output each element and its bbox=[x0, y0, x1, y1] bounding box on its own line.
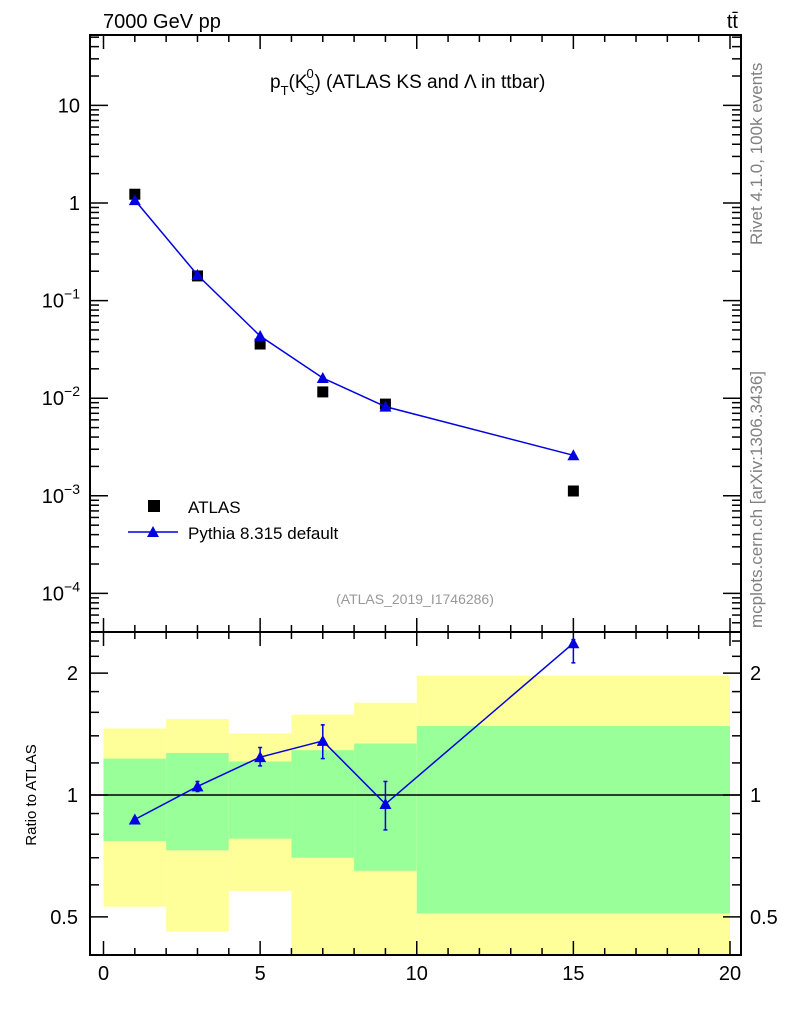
data-marks bbox=[128, 188, 580, 831]
y-tick-label: 10−4 bbox=[42, 578, 80, 605]
ratio-data-point bbox=[567, 637, 580, 649]
pythia-data-point bbox=[379, 400, 392, 412]
axes: 0 5 10 15 20 10 1 10−1 10−2 10−3 10−4 2 2 1 1 0.5 0.5 bbox=[42, 34, 778, 985]
pythia-line bbox=[134, 199, 574, 457]
pythia-data-point bbox=[128, 194, 141, 206]
atlas-data-point bbox=[254, 338, 266, 350]
ratio-data-point bbox=[128, 813, 141, 825]
legend-label-pythia: Pythia 8.315 default bbox=[188, 524, 339, 543]
ratio-y-tick-label-right: 0.5 bbox=[750, 907, 778, 929]
ratio-data-point bbox=[254, 751, 267, 763]
legend-marker-atlas bbox=[148, 500, 160, 512]
y-tick-label: 1 bbox=[69, 193, 80, 215]
x-tick-label: 20 bbox=[719, 963, 741, 985]
x-tick-label: 0 bbox=[98, 963, 109, 985]
plot-title: pT(K0 S) (ATLAS KS and Λ in ttbar) bbox=[270, 66, 545, 98]
rivet-label: Rivet 4.1.0, 100k events bbox=[747, 63, 766, 245]
analysis-id: (ATLAS_2019_I1746286) bbox=[336, 591, 494, 607]
legend-marker-pythia bbox=[147, 526, 159, 537]
legend-label-atlas: ATLAS bbox=[188, 498, 241, 517]
uncertainty-band-inner bbox=[291, 750, 355, 858]
y-tick-label: 10−1 bbox=[42, 286, 80, 313]
ratio-y-tick-label-left: 0.5 bbox=[50, 907, 78, 929]
x-tick-label: 5 bbox=[255, 963, 266, 985]
ratio-plot-frame bbox=[89, 631, 742, 956]
energy-label: 7000 GeV pp bbox=[103, 11, 221, 33]
legend: ATLAS Pythia 8.315 default bbox=[128, 498, 339, 543]
ratio-data-point bbox=[316, 734, 329, 746]
uncertainty-band-inner bbox=[166, 752, 229, 851]
ratio-y-tick-label-left: 2 bbox=[67, 663, 78, 685]
uncertainty-band-inner bbox=[103, 758, 167, 841]
process-label: tt̄ bbox=[727, 11, 739, 33]
ratio-y-tick-label-left: 1 bbox=[67, 785, 78, 807]
uncertainty-band-inner bbox=[228, 761, 292, 839]
ratio-y-axis-label: Ratio to ATLAS bbox=[23, 744, 40, 845]
uncertainty-band-inner bbox=[416, 726, 730, 914]
pythia-data-point bbox=[254, 329, 267, 341]
pythia-data-point bbox=[191, 268, 204, 280]
ratio-line bbox=[134, 642, 574, 821]
source-label: mcplots.cern.ch [arXiv:1306.3436] bbox=[747, 371, 766, 628]
pythia-data-point bbox=[567, 449, 580, 461]
pythia-data-point bbox=[316, 372, 329, 384]
ratio-y-tick-label-right: 1 bbox=[750, 785, 761, 807]
y-tick-label: 10−2 bbox=[42, 383, 80, 410]
x-tick-label: 15 bbox=[562, 963, 584, 985]
x-tick-label: 10 bbox=[406, 963, 428, 985]
y-tick-label: 10 bbox=[58, 95, 80, 117]
ratio-data-point bbox=[191, 780, 204, 792]
ratio-data-point bbox=[379, 798, 392, 810]
ratio-y-tick-label-right: 2 bbox=[750, 663, 761, 685]
atlas-data-point bbox=[567, 485, 579, 497]
y-tick-label: 10−3 bbox=[42, 481, 80, 508]
atlas-data-point bbox=[317, 386, 329, 398]
ratio-bands bbox=[103, 675, 730, 955]
